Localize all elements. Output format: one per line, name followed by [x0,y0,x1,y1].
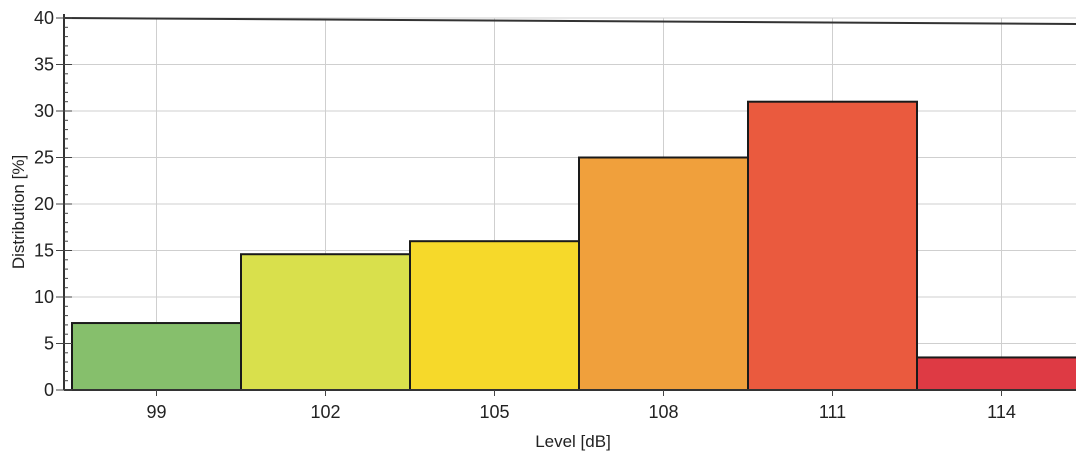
x-axis-title: Level [dB] [535,432,611,451]
y-axis-title: Distribution [%] [9,155,28,269]
x-tick-label-105: 105 [479,402,509,422]
bar-105 [409,240,580,391]
axis-layer [56,14,1076,396]
bar-layer [71,100,1076,392]
bar-111 [747,100,918,391]
y-tick-label-0: 0 [44,380,54,400]
x-tick-label-114: 114 [987,402,1016,422]
bar-114 [916,356,1076,392]
y-tick-label-20: 20 [34,194,54,214]
plot-top-border [63,17,1076,25]
y-tick-label-40: 40 [34,8,54,28]
y-tick-label-25: 25 [34,148,54,168]
y-tick-label-30: 30 [34,101,54,121]
y-tick-label-5: 5 [44,334,54,354]
x-tick-label-108: 108 [648,402,678,422]
y-tick-label-10: 10 [34,287,54,307]
x-tick-label-102: 102 [310,402,340,422]
x-tick-label-99: 99 [146,402,166,422]
bar-99 [71,322,242,392]
y-tick-label-15: 15 [34,241,54,261]
y-tick-labels: 0 5 10 15 20 25 30 35 40 [34,8,54,400]
y-tick-label-35: 35 [34,55,54,75]
x-tick-label-111: 111 [819,402,846,422]
bar-108 [578,156,749,391]
bar-102 [240,253,411,391]
x-tick-labels: 99 102 105 108 111 114 [146,402,1015,422]
